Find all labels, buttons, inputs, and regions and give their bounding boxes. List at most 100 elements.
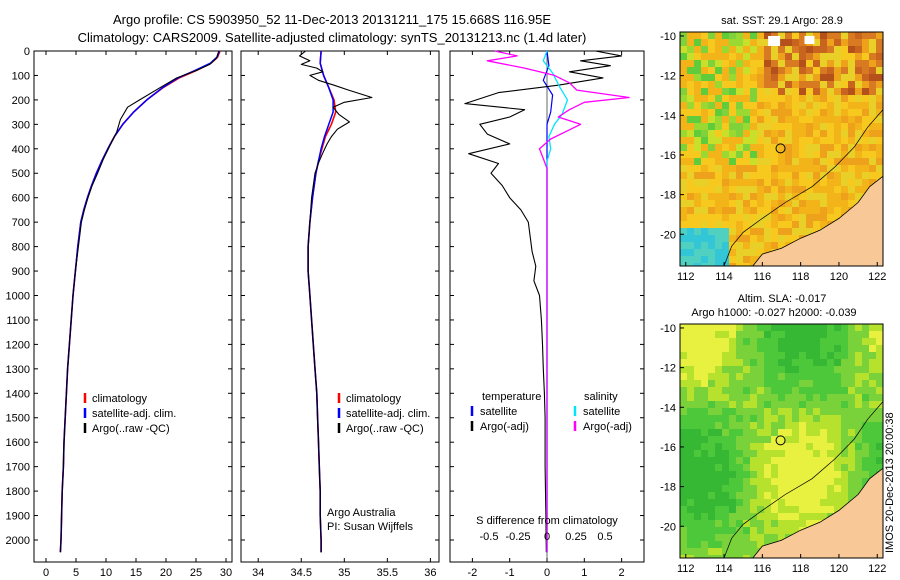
map-cell bbox=[687, 102, 695, 110]
map-cell bbox=[799, 415, 807, 423]
map-cell bbox=[715, 242, 723, 250]
map-cell bbox=[778, 373, 786, 381]
map-cell bbox=[855, 109, 863, 117]
map-cell bbox=[729, 81, 737, 89]
map-cell bbox=[701, 457, 709, 465]
map-cell bbox=[771, 53, 779, 61]
map-cell bbox=[701, 429, 709, 437]
map-cell bbox=[813, 366, 821, 374]
map-cell bbox=[806, 331, 814, 339]
map-cell bbox=[827, 46, 835, 54]
map-cell bbox=[771, 172, 779, 180]
map-cell bbox=[876, 144, 883, 152]
map-cell bbox=[876, 331, 883, 339]
map-cell bbox=[722, 548, 730, 556]
map-cell bbox=[757, 207, 765, 215]
map-cell bbox=[694, 32, 702, 40]
map-cell bbox=[715, 387, 723, 395]
map-cell bbox=[708, 172, 716, 180]
map-cell bbox=[792, 179, 800, 187]
map-cell bbox=[862, 345, 870, 353]
map-cell bbox=[687, 60, 695, 68]
map-cell bbox=[806, 436, 814, 444]
header-line2: Climatology: CARS2009. Satellite-adjuste… bbox=[78, 30, 587, 45]
map-cell bbox=[841, 102, 849, 110]
map-cell bbox=[792, 39, 800, 47]
map-cell bbox=[715, 228, 723, 236]
map-cell bbox=[750, 249, 758, 257]
y-tick-label: -18 bbox=[660, 190, 676, 202]
map-cell bbox=[694, 492, 702, 500]
x-tick-label: 118 bbox=[792, 563, 810, 575]
map-cell bbox=[855, 158, 863, 166]
map-cell bbox=[680, 499, 688, 507]
map-cell bbox=[708, 366, 716, 374]
map-cell bbox=[771, 331, 779, 339]
map-cell bbox=[848, 359, 856, 367]
map-cell bbox=[680, 172, 688, 180]
map-cell bbox=[834, 443, 842, 451]
map-cell bbox=[876, 81, 883, 89]
map-cell bbox=[687, 137, 695, 145]
map-cell bbox=[848, 338, 856, 346]
map-cell bbox=[869, 46, 877, 54]
map-cell bbox=[876, 60, 883, 68]
map-cell bbox=[799, 457, 807, 465]
map-cell bbox=[722, 186, 730, 194]
map-cell bbox=[841, 123, 849, 131]
map-cell bbox=[862, 471, 870, 479]
map-cell bbox=[834, 200, 842, 208]
map-cell bbox=[785, 123, 793, 131]
map-cell bbox=[820, 457, 828, 465]
map-cell bbox=[715, 130, 723, 138]
map-cell bbox=[813, 380, 821, 388]
map-cell bbox=[708, 60, 716, 68]
map-cell bbox=[841, 130, 849, 138]
map-cell bbox=[687, 541, 695, 549]
map-cell bbox=[715, 324, 723, 332]
map-cell bbox=[785, 373, 793, 381]
map-cell bbox=[694, 527, 702, 535]
map-cell bbox=[813, 123, 821, 131]
map-cell bbox=[722, 81, 730, 89]
map-cell bbox=[841, 429, 849, 437]
map-cell bbox=[792, 338, 800, 346]
map-cell bbox=[806, 373, 814, 381]
map-cell bbox=[834, 338, 842, 346]
legend-label: Argo(-adj) bbox=[480, 421, 529, 433]
map-cell bbox=[855, 324, 863, 332]
map-cell bbox=[869, 123, 877, 131]
map-cell bbox=[778, 88, 786, 96]
map-cell bbox=[799, 109, 807, 117]
map-cell bbox=[736, 242, 744, 250]
map-cell bbox=[799, 200, 807, 208]
y-tick-label: -12 bbox=[660, 363, 676, 375]
map-cell bbox=[701, 527, 709, 535]
map-cell bbox=[708, 46, 716, 54]
map-cell bbox=[806, 415, 814, 423]
map-cell bbox=[750, 324, 758, 332]
map-cell bbox=[827, 485, 835, 493]
map-cell bbox=[799, 116, 807, 124]
map-cell bbox=[876, 67, 883, 75]
series-line-temperature-satellite bbox=[542, 50, 554, 553]
map-cell bbox=[827, 193, 835, 201]
map-cell bbox=[862, 137, 870, 145]
map-cell bbox=[806, 464, 814, 472]
map-cell bbox=[729, 151, 737, 159]
map-cell bbox=[827, 415, 835, 423]
map-cell bbox=[841, 352, 849, 360]
map-cell bbox=[806, 492, 814, 500]
map-cell bbox=[743, 499, 751, 507]
map-cell bbox=[750, 499, 758, 507]
map-cell bbox=[869, 471, 877, 479]
map-cell bbox=[778, 527, 786, 535]
map-cell bbox=[827, 109, 835, 117]
map-cell bbox=[694, 123, 702, 131]
map-cell bbox=[687, 95, 695, 103]
map-cell bbox=[729, 193, 737, 201]
map-cell bbox=[792, 221, 800, 229]
map-cell bbox=[820, 32, 828, 40]
map-cell bbox=[687, 207, 695, 215]
map-cell bbox=[750, 172, 758, 180]
